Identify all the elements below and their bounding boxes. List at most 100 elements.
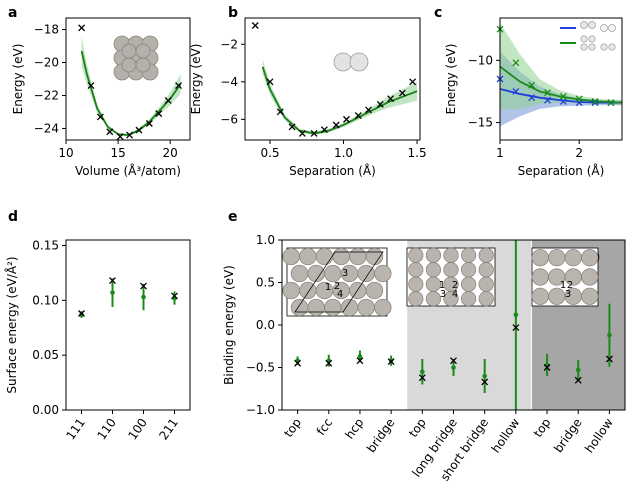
data-point bbox=[276, 108, 284, 116]
data-point bbox=[398, 89, 406, 97]
data-point bbox=[559, 92, 567, 100]
y-tick-label: 0.00 bbox=[32, 403, 59, 417]
data-point bbox=[106, 128, 114, 136]
site-label: 3 bbox=[565, 289, 571, 300]
x-tick-label: 1.5 bbox=[408, 146, 427, 160]
atom bbox=[365, 281, 384, 300]
x-axis-label: Separation (Å) bbox=[289, 163, 376, 178]
atom bbox=[307, 264, 325, 283]
atom bbox=[600, 43, 608, 51]
data-point bbox=[607, 99, 615, 107]
axes-frame bbox=[65, 239, 191, 411]
atom bbox=[290, 264, 309, 283]
atom bbox=[461, 262, 477, 278]
x-tick-label: top bbox=[406, 416, 429, 440]
atom bbox=[581, 249, 599, 267]
panel-letter: b bbox=[228, 5, 238, 21]
y-axis-label: Surface energy (eV/Å²) bbox=[4, 256, 19, 393]
prediction bbox=[451, 365, 456, 370]
atom bbox=[324, 298, 342, 317]
site-label: 1 bbox=[325, 282, 331, 293]
atom bbox=[564, 249, 582, 267]
data-point bbox=[155, 110, 163, 118]
site-label: 3 bbox=[342, 268, 348, 279]
unit-cell bbox=[294, 251, 384, 313]
prediction bbox=[575, 367, 581, 373]
inset-atoms bbox=[531, 249, 599, 305]
atom bbox=[478, 276, 494, 292]
y-tick-label: −10 bbox=[468, 53, 493, 67]
atom bbox=[531, 249, 549, 267]
atom bbox=[443, 291, 459, 307]
uncertainty-band bbox=[500, 22, 622, 111]
data-point bbox=[365, 106, 372, 114]
data-point bbox=[298, 129, 306, 137]
panel-letter: a bbox=[8, 5, 17, 21]
atom bbox=[461, 247, 477, 263]
data-point bbox=[512, 59, 520, 67]
fit-line bbox=[261, 66, 418, 135]
y-tick-label: −22 bbox=[34, 88, 59, 102]
legend-icon bbox=[580, 35, 616, 51]
site-label: 2 bbox=[567, 280, 573, 291]
axes-frame bbox=[281, 239, 626, 411]
atom bbox=[548, 249, 566, 267]
x-tick-label: 15 bbox=[110, 146, 125, 160]
data-point bbox=[288, 123, 296, 131]
atom bbox=[290, 298, 309, 317]
data-point bbox=[544, 89, 551, 97]
atom bbox=[357, 264, 375, 283]
inset-a-cluster bbox=[113, 35, 159, 81]
panel-letter: c bbox=[434, 5, 442, 21]
atom bbox=[581, 268, 599, 286]
atom bbox=[588, 43, 596, 51]
atom bbox=[349, 281, 367, 300]
atom bbox=[600, 24, 608, 32]
prediction bbox=[607, 332, 612, 338]
y-tick-label: −15 bbox=[468, 116, 493, 130]
atom bbox=[531, 287, 549, 305]
atom bbox=[588, 21, 596, 29]
y-tick-label: −4 bbox=[220, 75, 238, 89]
atom bbox=[425, 291, 441, 307]
data-point bbox=[116, 133, 124, 141]
site-label: 2 bbox=[452, 280, 458, 291]
x-tick-label: hcp bbox=[342, 416, 366, 442]
atom bbox=[332, 247, 350, 266]
atom bbox=[478, 262, 494, 278]
atom bbox=[425, 247, 441, 263]
prediction bbox=[513, 312, 519, 318]
site-label: 2 bbox=[334, 281, 340, 292]
atom bbox=[531, 268, 549, 286]
data-point bbox=[559, 97, 567, 105]
reference-point bbox=[356, 357, 364, 365]
data-point bbox=[512, 87, 520, 95]
x-axis-label: Separation (Å) bbox=[518, 163, 605, 178]
reference-point bbox=[294, 359, 302, 367]
x-tick-label: 211 bbox=[156, 416, 181, 443]
y-axis-label: Energy (eV) bbox=[444, 44, 458, 115]
data-point bbox=[354, 112, 362, 120]
data-point bbox=[126, 131, 134, 139]
atom bbox=[374, 298, 392, 317]
atom bbox=[299, 281, 317, 300]
x-tick-label: 20 bbox=[163, 146, 178, 160]
x-tick-label: 100 bbox=[125, 416, 150, 443]
y-axis-label: Energy (eV) bbox=[11, 44, 25, 115]
inset-b-dimer bbox=[333, 52, 369, 72]
prediction bbox=[420, 369, 425, 375]
x-tick-label: 1 bbox=[496, 146, 504, 160]
data-point bbox=[320, 126, 328, 134]
atom bbox=[608, 43, 616, 51]
y-tick-label: −0.5 bbox=[246, 361, 275, 375]
data-point bbox=[575, 95, 583, 103]
data-point bbox=[164, 96, 172, 104]
y-tick-label: 0.10 bbox=[32, 293, 59, 307]
data-point bbox=[96, 113, 104, 121]
site-label: 3 bbox=[440, 289, 446, 300]
y-tick-label: 0.05 bbox=[32, 348, 59, 362]
x-tick-label: bridge bbox=[364, 416, 398, 456]
fit-line bbox=[500, 88, 622, 104]
atom bbox=[581, 287, 599, 305]
